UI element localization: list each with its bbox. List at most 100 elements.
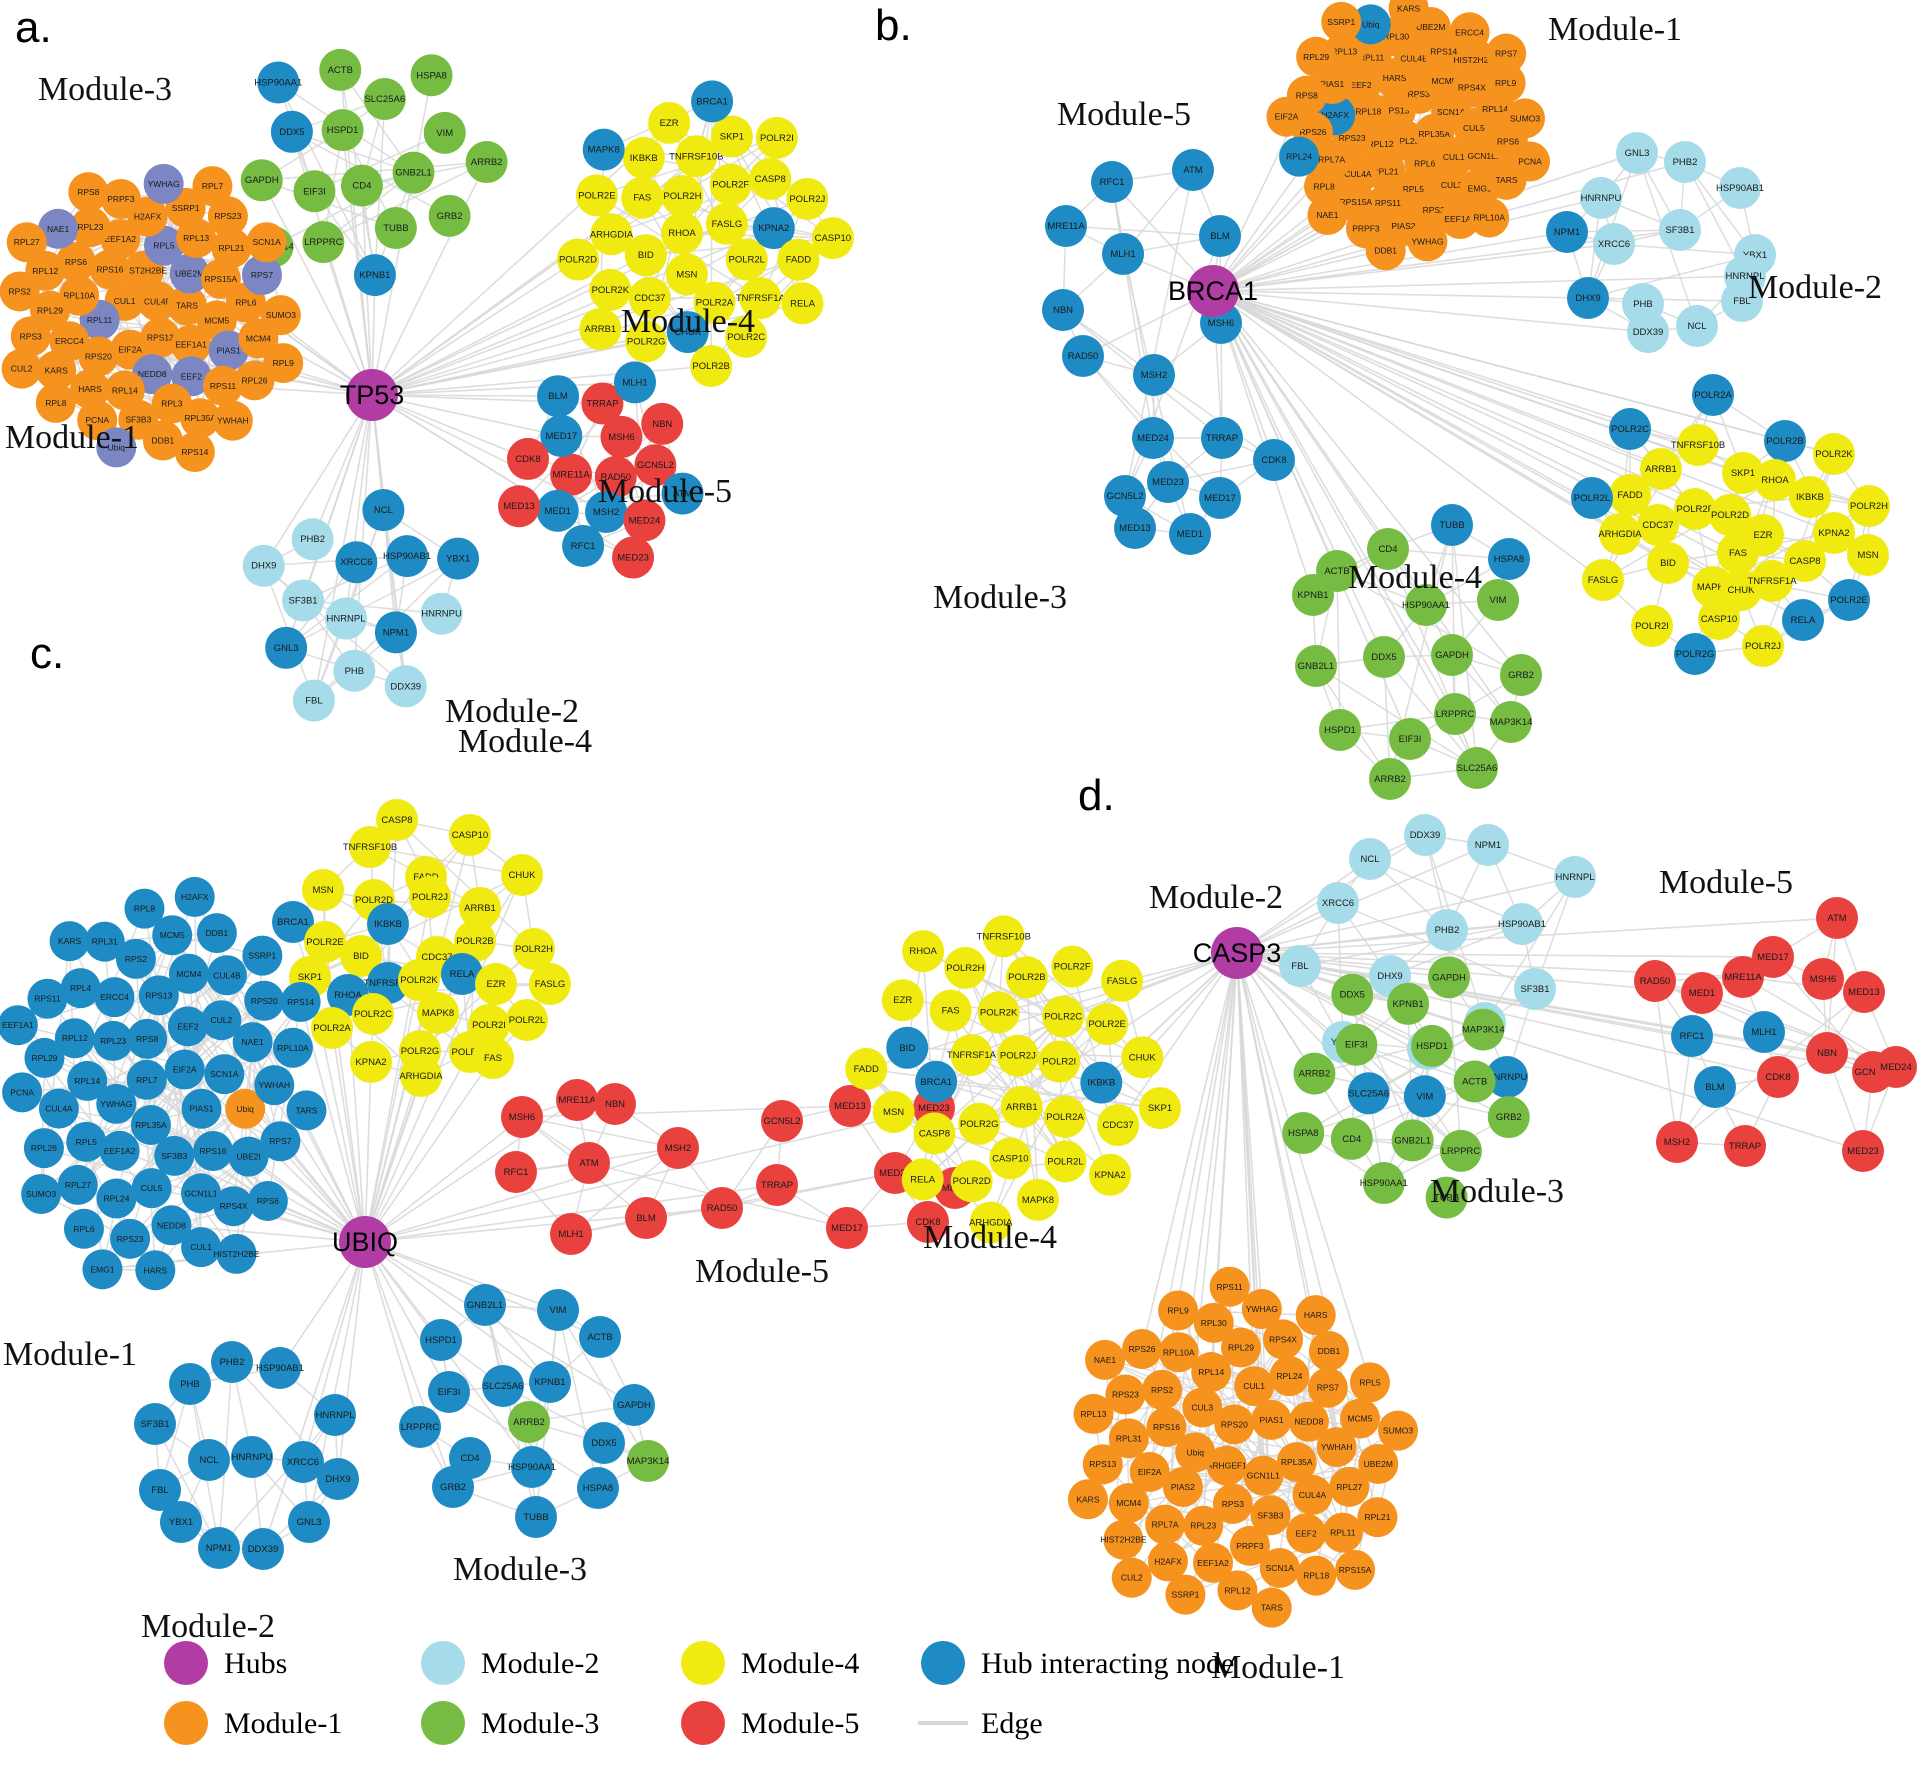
node-label: MED24 xyxy=(1880,1062,1912,1073)
module-edge xyxy=(1369,858,1523,925)
network-node xyxy=(1162,1467,1203,1508)
node-label: MAPK8 xyxy=(422,1008,454,1019)
network-node xyxy=(99,1130,140,1171)
network-node xyxy=(1101,959,1144,1002)
network-node xyxy=(1158,1332,1199,1373)
network-node xyxy=(996,1034,1039,1077)
node-label: RPL8 xyxy=(45,398,67,408)
network-node xyxy=(0,1005,38,1046)
network-node xyxy=(749,157,792,200)
node-label: NAE1 xyxy=(242,1037,264,1047)
node-label: CDC37 xyxy=(1642,520,1673,531)
network-node xyxy=(1038,1040,1081,1083)
network-node xyxy=(628,277,671,320)
node-label: POLR2A xyxy=(1046,1112,1084,1123)
node-label: POLR2C xyxy=(727,332,765,343)
network-node xyxy=(63,1208,104,1249)
node-label: PIAS2 xyxy=(1171,1482,1195,1492)
module-label: Module-2 xyxy=(1149,879,1283,916)
node-label: GCN5L2 xyxy=(764,1116,801,1127)
node-label: SSRP1 xyxy=(1327,17,1355,27)
network-node xyxy=(1288,1401,1329,1442)
network-node xyxy=(154,1135,195,1176)
network-node xyxy=(160,1501,202,1543)
node-label: EIF3I xyxy=(1399,734,1422,745)
network-node xyxy=(143,225,184,266)
network-node xyxy=(612,536,655,579)
node-label: DHX9 xyxy=(1377,971,1402,982)
node-label: SSRP1 xyxy=(172,203,200,213)
module-edge xyxy=(158,995,202,1194)
hub-spoke-edge xyxy=(1236,952,1370,1094)
network-node xyxy=(272,901,314,943)
node-label: RPS13 xyxy=(1382,106,1409,116)
network-node xyxy=(244,980,285,1021)
node-label: TNFRSF1A xyxy=(947,1050,997,1061)
node-label: MSH2 xyxy=(593,507,619,518)
network-node xyxy=(1751,560,1793,602)
node-label: RPL23 xyxy=(1190,1521,1216,1531)
node-label: GCN1L1 xyxy=(184,1188,217,1198)
module-label: Module-1 xyxy=(3,1336,137,1373)
node-label: CUL5 xyxy=(1463,123,1485,133)
node-label: HIST2H2BE xyxy=(1453,55,1500,65)
network-node xyxy=(1133,354,1175,396)
network-node xyxy=(1434,693,1476,735)
module-edge xyxy=(964,967,1161,1109)
node-label: KARS xyxy=(1076,1494,1099,1504)
module-edge xyxy=(129,1108,246,1240)
node-label: POLR2G xyxy=(627,337,666,348)
hub-spoke-edge xyxy=(1141,952,1238,1350)
node-label: RPL21 xyxy=(218,243,244,253)
node-label: HIST2H2BE xyxy=(121,266,168,276)
node-label: VIM xyxy=(1490,595,1507,606)
network-node xyxy=(1486,33,1527,74)
network-node xyxy=(1404,814,1446,856)
network-node xyxy=(881,979,924,1022)
hub-spoke-edge xyxy=(1236,844,1489,954)
network-node xyxy=(242,544,285,587)
network-node xyxy=(206,955,247,996)
network-node xyxy=(374,611,417,654)
network-node xyxy=(536,489,579,532)
hub-spoke-edge xyxy=(1212,290,1385,658)
network-node xyxy=(302,221,345,264)
node-label: PHB2 xyxy=(1673,157,1698,168)
node-label: RPL3 xyxy=(161,399,183,409)
node-label: ATM xyxy=(673,489,692,500)
hub-spoke-edge xyxy=(1212,275,1746,292)
node-label: PHB2 xyxy=(300,534,325,545)
node-label: CUL4B xyxy=(1400,53,1428,63)
node-label: CHUK xyxy=(674,327,702,338)
node-label: PHB xyxy=(1633,299,1653,310)
node-label: ARHGDIA xyxy=(590,229,634,240)
node-label: RPS23 xyxy=(1339,133,1366,143)
network-node xyxy=(1485,62,1526,103)
network-node xyxy=(1843,971,1885,1013)
node-label: DDX5 xyxy=(1340,990,1365,1001)
network-node xyxy=(1286,1513,1327,1554)
node-label: RELA xyxy=(450,969,475,980)
node-label: RPL27 xyxy=(14,237,40,247)
network-node xyxy=(1637,504,1679,546)
node-label: MCM5 xyxy=(1347,1414,1372,1424)
network-node xyxy=(1073,1393,1114,1434)
hub-spoke-edge xyxy=(1212,290,1456,715)
node-label: IKBKB xyxy=(630,153,658,164)
hub-spoke-edge xyxy=(1236,952,1371,1383)
node-label: RPS20 xyxy=(85,351,112,361)
node-label: EEF2 xyxy=(1295,1528,1317,1538)
network-node xyxy=(1659,209,1701,251)
node-label: POLR2J xyxy=(789,194,825,205)
node-label: HARS xyxy=(1304,1310,1328,1320)
node-label: RAD50 xyxy=(707,1203,738,1214)
network-node xyxy=(198,1527,240,1569)
network-node xyxy=(786,177,829,220)
network-node xyxy=(1199,477,1241,519)
network-node xyxy=(1754,459,1796,501)
network-node xyxy=(1212,1483,1253,1524)
network-node xyxy=(1091,161,1133,203)
network-node xyxy=(625,320,668,363)
node-label: EEF1A1 xyxy=(175,340,207,350)
node-label: CHUK xyxy=(509,870,537,881)
